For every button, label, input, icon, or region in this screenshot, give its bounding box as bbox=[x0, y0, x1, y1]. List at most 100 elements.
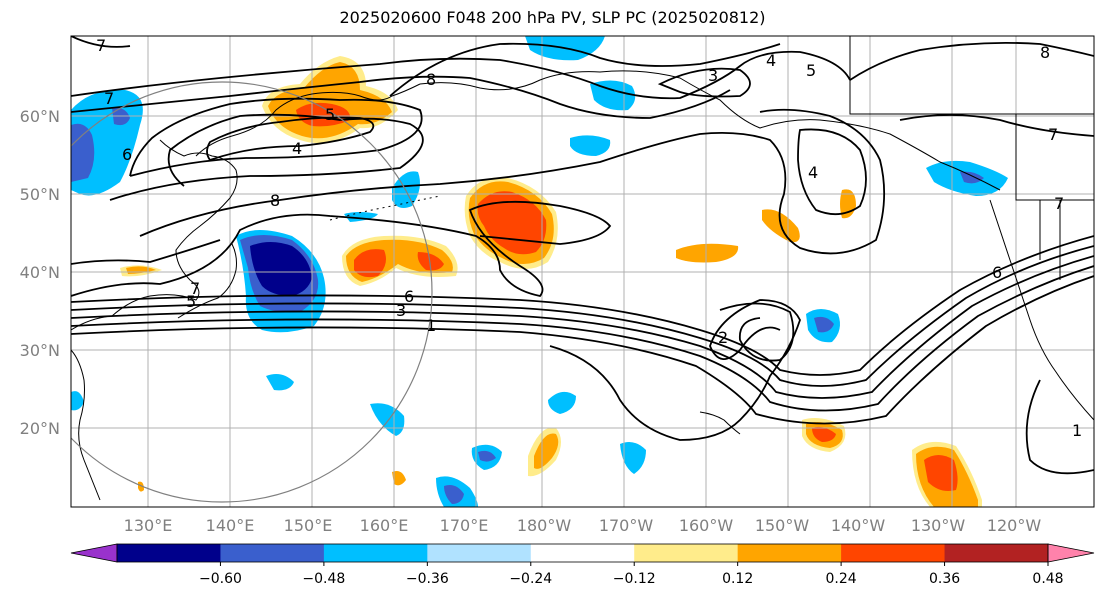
coastline-asia-south bbox=[71, 349, 101, 501]
slp-contour bbox=[71, 50, 851, 100]
coastline-aleutians bbox=[329, 195, 441, 221]
pv-positive-region bbox=[417, 252, 444, 271]
pv-negative-region bbox=[71, 391, 84, 411]
lat-label: 40°N bbox=[20, 263, 60, 282]
lon-label: 160°E bbox=[360, 516, 409, 535]
pv-negative-region bbox=[620, 442, 646, 474]
colorbar-segment bbox=[841, 544, 946, 562]
longitude-labels: 130°E 140°E 150°E 160°E 170°E 180°W 170°… bbox=[124, 516, 1042, 535]
slp-contours bbox=[71, 36, 1094, 475]
pv-negative-region bbox=[814, 316, 834, 333]
pv-negative-region bbox=[370, 403, 405, 436]
contour-label: 6 bbox=[122, 145, 132, 164]
lon-label: 130°E bbox=[124, 516, 173, 535]
colorbar-segment bbox=[530, 544, 635, 562]
slp-contour bbox=[71, 36, 131, 48]
map-frame bbox=[70, 35, 1095, 508]
pv-positive-region bbox=[924, 455, 958, 491]
coastline-alaska bbox=[419, 70, 1001, 191]
colorbar-segment bbox=[323, 544, 428, 562]
coastline-asia bbox=[71, 139, 238, 331]
colorbar-tick-label: 0.24 bbox=[826, 571, 857, 587]
lon-label: 150°W bbox=[755, 516, 810, 535]
contour-label: 4 bbox=[766, 51, 776, 70]
colorbar-tick-label: −0.48 bbox=[302, 571, 345, 587]
pv-positive-region bbox=[296, 102, 351, 127]
contour-label: 7 bbox=[1054, 194, 1064, 213]
contour-label: 7 bbox=[104, 89, 114, 108]
contour-label: 3 bbox=[396, 301, 406, 320]
slp-contour bbox=[71, 200, 612, 297]
colorbar-segment bbox=[737, 544, 842, 562]
slp-contour bbox=[797, 128, 867, 216]
contour-label: 7 bbox=[190, 279, 200, 298]
pv-positive-region bbox=[392, 471, 406, 486]
pv-negative-region bbox=[548, 391, 576, 414]
lon-label: 180°W bbox=[517, 516, 572, 535]
contour-label: 6 bbox=[992, 263, 1002, 282]
contour-labels: 7 7 6 5 4 8 8 3 4 5 7 8 4 7 5 6 3 1 2 6 … bbox=[96, 36, 1082, 440]
colorbar-tick-label: 0.36 bbox=[929, 571, 960, 587]
lon-label: 150°E bbox=[284, 516, 333, 535]
coastline-kamchatka bbox=[195, 83, 421, 157]
slp-contour bbox=[71, 75, 731, 119]
lon-label: 170°E bbox=[440, 516, 489, 535]
contour-label: 5 bbox=[186, 292, 196, 311]
colorbar-outline bbox=[116, 543, 1049, 563]
lon-label: 140°E bbox=[206, 516, 255, 535]
pv-negative-region bbox=[250, 242, 312, 296]
coastlines bbox=[71, 70, 1094, 501]
colorbar: −0.60 −0.48 −0.36 −0.24 −0.12 0.12 0.24 0.36 0.4… bbox=[70, 543, 1095, 587]
pv-negative-region bbox=[570, 135, 611, 156]
slp-contour bbox=[71, 265, 1094, 412]
contour-label: 5 bbox=[806, 61, 816, 80]
contour-label: 1 bbox=[426, 316, 436, 335]
pv-positive-region bbox=[534, 433, 559, 469]
slp-contour bbox=[849, 41, 1094, 81]
slp-contour bbox=[71, 235, 1094, 376]
colorbar-tick-label: 0.12 bbox=[722, 571, 753, 587]
slp-contour bbox=[129, 97, 423, 177]
slp-contour bbox=[71, 275, 1094, 425]
slp-contour bbox=[657, 67, 751, 98]
latitude-labels: 60°N 50°N 40°N 30°N 20°N bbox=[20, 107, 60, 438]
colorbar-segment bbox=[220, 544, 325, 562]
lon-label: 170°W bbox=[599, 516, 654, 535]
contour-label: 8 bbox=[1040, 43, 1050, 62]
pv-positive-region bbox=[477, 191, 547, 255]
slp-contour bbox=[206, 116, 375, 162]
colorbar-tick-label: 0.48 bbox=[1032, 571, 1063, 587]
lon-label: 160°W bbox=[679, 516, 734, 535]
colorbar-segment bbox=[634, 544, 739, 562]
pv-negative-region bbox=[344, 212, 378, 222]
pv-negative-region bbox=[71, 123, 95, 182]
coastline-america bbox=[989, 199, 1094, 421]
colorbar-tick-label: −0.24 bbox=[509, 571, 552, 587]
colorbar-segment bbox=[117, 544, 221, 562]
slp-contour bbox=[71, 239, 221, 265]
coastline-hawaii bbox=[699, 411, 741, 435]
slp-contour bbox=[899, 114, 1094, 137]
contour-label: 6 bbox=[404, 287, 414, 306]
slp-contour bbox=[389, 42, 781, 97]
slp-contour bbox=[1025, 379, 1094, 475]
colorbar-segment bbox=[427, 544, 532, 562]
pv-negative-region bbox=[960, 171, 984, 184]
pv-positive-region bbox=[138, 481, 144, 492]
lon-label: 140°W bbox=[831, 516, 886, 535]
lon-label: 120°W bbox=[987, 516, 1042, 535]
map-title: 2025020600 F048 200 hPa PV, SLP PC (2025… bbox=[339, 8, 766, 27]
pv-positive-region bbox=[676, 243, 739, 263]
colorbar-tick-label: −0.36 bbox=[406, 571, 449, 587]
slp-contour bbox=[109, 113, 424, 201]
slp-contour bbox=[549, 299, 801, 441]
lat-label: 60°N bbox=[20, 107, 60, 126]
slp-contour bbox=[719, 302, 795, 362]
slp-contour bbox=[139, 108, 886, 255]
contour-label: 3 bbox=[708, 66, 718, 85]
contour-label: 8 bbox=[270, 191, 280, 210]
contour-label: 8 bbox=[426, 70, 436, 89]
pv-positive-region bbox=[354, 249, 386, 278]
pv-negative-region bbox=[478, 450, 496, 462]
contour-label: 1 bbox=[1072, 421, 1082, 440]
